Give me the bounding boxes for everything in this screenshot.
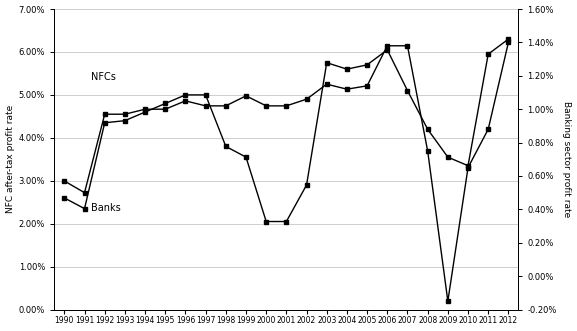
Text: Banks: Banks xyxy=(91,203,121,213)
Y-axis label: Banking sector profit rate: Banking sector profit rate xyxy=(563,101,571,217)
Text: NFCs: NFCs xyxy=(91,72,115,82)
Y-axis label: NFC after-tax profit rate: NFC after-tax profit rate xyxy=(6,105,14,213)
